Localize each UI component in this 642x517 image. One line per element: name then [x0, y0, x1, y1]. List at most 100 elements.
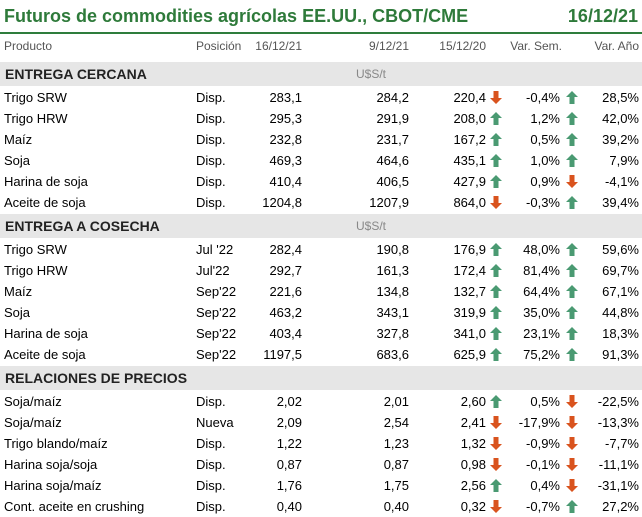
- table-row: Soja/maíz Nueva 2,09 2,54 2,41 -17,9% -13,3%: [0, 412, 642, 433]
- table-row: Soja/maíz Disp. 2,02 2,01 2,60 0,5% -22,5%: [0, 391, 642, 412]
- column-header-week-change: Var. Sem.: [510, 39, 562, 53]
- value-date-3: 208,0: [453, 111, 486, 126]
- position: Sep'22: [196, 284, 237, 299]
- value-date-1: 221,6: [269, 284, 302, 299]
- title-bar: Futuros de commodities agrícolas EE.UU.,…: [0, 0, 642, 34]
- value-date-2: 464,6: [376, 153, 409, 168]
- value-date-2: 0,87: [383, 457, 409, 472]
- page-title: Futuros de commodities agrícolas EE.UU.,…: [4, 6, 469, 26]
- value-date-2: 2,01: [383, 394, 409, 409]
- arrow-up-icon: [489, 305, 503, 320]
- value-date-3: 167,2: [453, 132, 486, 147]
- column-header-year-change: Var. Año: [594, 39, 639, 53]
- product-name: Soja: [4, 153, 31, 168]
- week-change: -0,9%: [526, 436, 560, 451]
- value-date-2: 0,40: [383, 499, 409, 514]
- year-change: 91,3%: [602, 347, 639, 362]
- product-name: Aceite de soja: [4, 347, 86, 362]
- position: Disp.: [196, 174, 226, 189]
- value-date-3: 319,9: [453, 305, 486, 320]
- value-date-2: 343,1: [376, 305, 409, 320]
- week-change: 48,0%: [523, 242, 560, 257]
- week-change: 23,1%: [523, 326, 560, 341]
- value-date-1: 0,87: [276, 457, 302, 472]
- table-row: Maíz Sep'22 221,6 134,8 132,7 64,4% 67,1%: [0, 281, 642, 302]
- year-change: 27,2%: [602, 499, 639, 514]
- value-date-2: 2,54: [383, 415, 409, 430]
- position: Disp.: [196, 195, 226, 210]
- value-date-1: 403,4: [269, 326, 302, 341]
- arrow-up-icon: [565, 347, 579, 362]
- value-date-1: 469,3: [269, 153, 302, 168]
- position: Jul '22: [196, 242, 234, 257]
- position: Disp.: [196, 394, 226, 409]
- section-header: ENTREGA CERCANA U$S/t: [0, 62, 642, 86]
- product-name: Soja/maíz: [4, 415, 62, 430]
- value-date-3: 132,7: [453, 284, 486, 299]
- arrow-up-icon: [565, 90, 579, 105]
- arrow-up-icon: [565, 263, 579, 278]
- arrow-down-icon: [565, 415, 579, 430]
- arrow-down-icon: [565, 174, 579, 189]
- position: Sep'22: [196, 326, 237, 341]
- table-row: Harina de soja Disp. 410,4 406,5 427,9 0,9% -4…: [0, 171, 642, 192]
- value-date-2: 327,8: [376, 326, 409, 341]
- position: Disp.: [196, 90, 226, 105]
- arrow-down-icon: [489, 499, 503, 514]
- value-date-3: 0,32: [460, 499, 486, 514]
- value-date-2: 1,23: [383, 436, 409, 451]
- value-date-2: 284,2: [376, 90, 409, 105]
- section-unit: U$S/t: [356, 67, 387, 81]
- table-row: Trigo HRW Jul'22 292,7 161,3 172,4 81,4% 69,7%: [0, 260, 642, 281]
- section-unit: U$S/t: [356, 219, 387, 233]
- value-date-1: 1,76: [276, 478, 302, 493]
- table-row: Trigo blando/maíz Disp. 1,22 1,23 1,32 -0,9% -…: [0, 433, 642, 454]
- value-date-1: 0,40: [276, 499, 302, 514]
- week-change: 35,0%: [523, 305, 560, 320]
- value-date-3: 0,98: [460, 457, 486, 472]
- position: Disp.: [196, 457, 226, 472]
- arrow-up-icon: [565, 326, 579, 341]
- value-date-1: 463,2: [269, 305, 302, 320]
- value-date-1: 292,7: [269, 263, 302, 278]
- position: Disp.: [196, 111, 226, 126]
- column-header-position: Posición: [196, 39, 242, 53]
- week-change: 1,2%: [530, 111, 560, 126]
- arrow-down-icon: [489, 457, 503, 472]
- arrow-down-icon: [565, 457, 579, 472]
- value-date-1: 2,02: [276, 394, 302, 409]
- value-date-2: 190,8: [376, 242, 409, 257]
- year-change: -7,7%: [605, 436, 639, 451]
- arrow-up-icon: [565, 242, 579, 257]
- position: Disp.: [196, 436, 226, 451]
- year-change: 39,2%: [602, 132, 639, 147]
- product-name: Cont. aceite en crushing: [4, 499, 145, 514]
- section-header: ENTREGA A COSECHA U$S/t: [0, 214, 642, 238]
- arrow-down-icon: [565, 436, 579, 451]
- value-date-3: 1,32: [460, 436, 486, 451]
- value-date-1: 1204,8: [262, 195, 302, 210]
- year-change: 42,0%: [602, 111, 639, 126]
- week-change: 64,4%: [523, 284, 560, 299]
- year-change: 44,8%: [602, 305, 639, 320]
- arrow-up-icon: [565, 284, 579, 299]
- product-name: Harina soja/maíz: [4, 478, 102, 493]
- product-name: Trigo HRW: [4, 263, 68, 278]
- table-row: Aceite de soja Sep'22 1197,5 683,6 625,9 75,2…: [0, 344, 642, 365]
- product-name: Trigo HRW: [4, 111, 68, 126]
- value-date-1: 1,22: [276, 436, 302, 451]
- value-date-2: 231,7: [376, 132, 409, 147]
- arrow-down-icon: [489, 90, 503, 105]
- product-name: Maíz: [4, 284, 33, 299]
- arrow-up-icon: [489, 347, 503, 362]
- value-date-1: 1197,5: [263, 347, 302, 362]
- year-change: 7,9%: [609, 153, 639, 168]
- value-date-1: 410,4: [269, 174, 302, 189]
- arrow-up-icon: [565, 111, 579, 126]
- product-name: Trigo blando/maíz: [4, 436, 108, 451]
- value-date-3: 864,0: [453, 195, 486, 210]
- value-date-3: 2,60: [460, 394, 486, 409]
- week-change: 0,5%: [530, 132, 560, 147]
- value-date-3: 435,1: [453, 153, 486, 168]
